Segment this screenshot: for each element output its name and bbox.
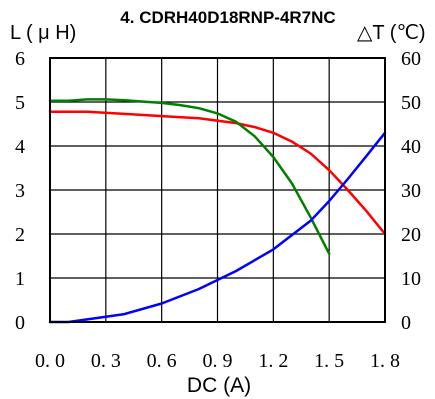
x-tick-label: 0. 6 bbox=[147, 350, 177, 372]
y-tick-label-left: 4 bbox=[15, 136, 25, 158]
y-tick-label-left: 0 bbox=[15, 312, 25, 334]
chart-title: 4. CDRH40D18RNP-4R7NC bbox=[120, 8, 335, 27]
y-tick-label-left: 2 bbox=[15, 224, 25, 246]
plot-frame bbox=[49, 57, 386, 323]
y-tick-label-left: 5 bbox=[15, 92, 25, 114]
series-line-green bbox=[48, 98, 331, 256]
y-tick-label-left: 1 bbox=[15, 268, 25, 290]
y-tick-label-right: 60 bbox=[401, 48, 421, 70]
series-group bbox=[48, 98, 387, 324]
x-tick-label: 1. 2 bbox=[258, 350, 288, 372]
series-line-blue bbox=[48, 131, 387, 324]
y-tick-label-right: 0 bbox=[401, 312, 411, 334]
x-tick-label: 1. 5 bbox=[314, 350, 344, 372]
x-tick-label: 0. 9 bbox=[203, 350, 233, 372]
y-axis-right-label: △T (℃) bbox=[357, 22, 426, 44]
x-tick-label: 0. 0 bbox=[35, 350, 65, 372]
grid bbox=[50, 58, 385, 322]
y-axis-left-label: L ( μ H) bbox=[10, 22, 76, 44]
x-axis-label: DC (A) bbox=[187, 374, 251, 397]
y-tick-label-left: 6 bbox=[15, 48, 25, 70]
series-line-red bbox=[48, 110, 387, 236]
y-tick-label-right: 30 bbox=[401, 180, 421, 202]
y-tick-label-right: 50 bbox=[401, 92, 421, 114]
x-tick-label: 0. 3 bbox=[91, 350, 121, 372]
y-tick-label-right: 10 bbox=[401, 268, 421, 290]
x-tick-label: 1. 8 bbox=[370, 350, 400, 372]
tick-labels: 0. 0 0. 3 0. 6 0. 9 1. 2 1. 5 1. 8012345601020… bbox=[15, 48, 421, 372]
y-tick-label-right: 20 bbox=[401, 224, 421, 246]
y-tick-label-right: 40 bbox=[401, 136, 421, 158]
y-tick-label-left: 3 bbox=[15, 180, 25, 202]
